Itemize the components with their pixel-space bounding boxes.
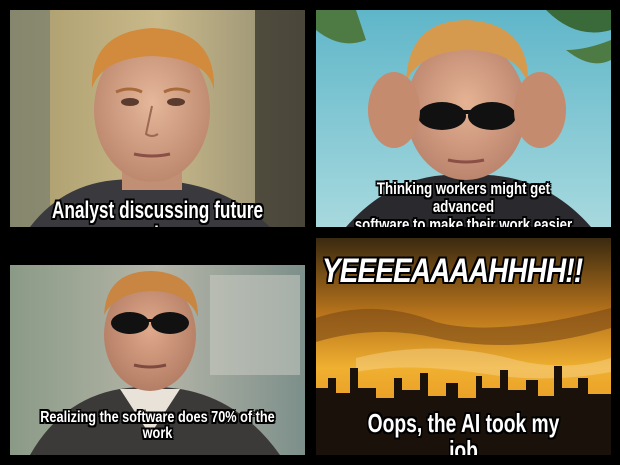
caption-thinking-line2: software to make their work easier [354, 214, 573, 227]
meme-panel-realizing: Realizing the software does 70% of the w… [10, 265, 305, 455]
meme-panel-analyst: Analyst discussing future roles [10, 10, 305, 227]
caption-analyst: Analyst discussing future roles [51, 197, 264, 227]
caption-realizing: Realizing the software does 70% of the w… [37, 409, 279, 443]
man-portrait-image [10, 10, 305, 227]
caption-thinking: Thinking workers might get advanced soft… [348, 180, 578, 227]
caption-thinking-line1: Thinking workers might get advanced [376, 179, 551, 216]
caption-realizing-line2: work [142, 425, 173, 443]
banner-yeah: YEEEEAAAAHHHH!! [322, 252, 583, 290]
caption-oops: Oops, the AI took my job [367, 408, 560, 455]
man-sunglasses-image [316, 10, 611, 227]
meme-panel-thinking: Thinking workers might get advanced soft… [316, 10, 611, 227]
meme-panel-sunset: YEEEEAAAAHHHH!! Oops, the AI took my job [316, 238, 611, 455]
caption-realizing-line1: Realizing the software does 70% of the [40, 409, 275, 426]
sunset-skyline-image [316, 238, 611, 455]
man-realizing-image [10, 265, 305, 455]
